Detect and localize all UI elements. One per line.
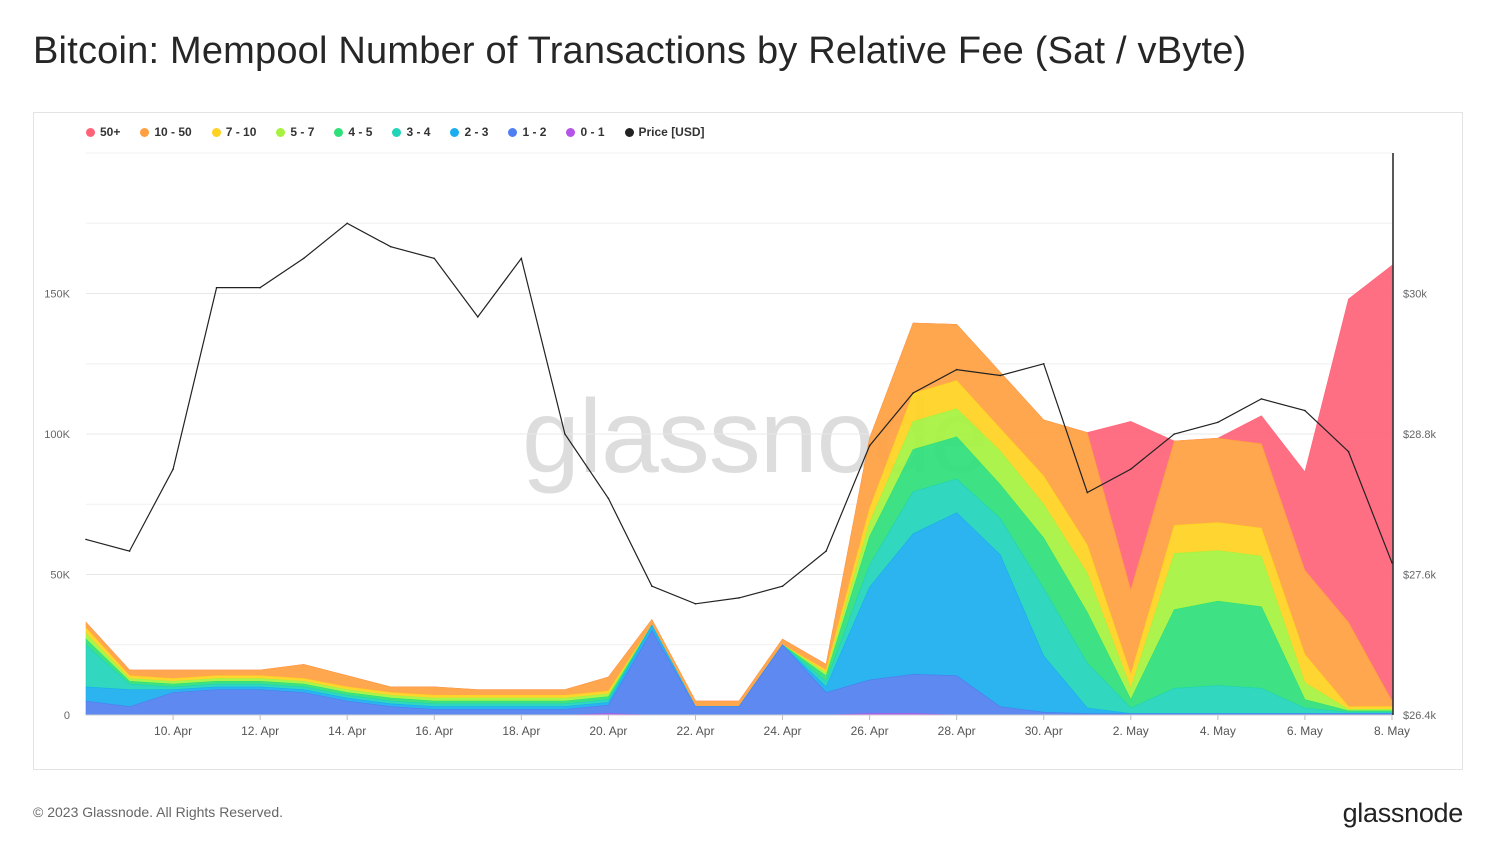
legend-dot <box>566 127 576 137</box>
x-tick-label: 16. Apr <box>415 724 453 738</box>
price-point <box>738 597 740 599</box>
x-tick-label: 12. Apr <box>241 724 279 738</box>
price-point <box>781 585 784 588</box>
price-point <box>868 444 871 447</box>
y-left-tick-label: 0 <box>64 710 70 722</box>
chart-frame <box>33 112 1463 770</box>
price-point <box>389 245 392 248</box>
legend-label: 2 - 3 <box>464 125 489 139</box>
price-point <box>1173 433 1176 435</box>
price-point <box>694 602 697 605</box>
price-point <box>999 374 1001 377</box>
legend-label: 0 - 1 <box>580 125 605 139</box>
price-point <box>564 433 566 435</box>
legend-item[interactable]: 50+ <box>86 125 120 139</box>
legend-label: 10 - 50 <box>154 125 192 139</box>
page-title: Bitcoin: Mempool Number of Transactions … <box>33 30 1247 72</box>
x-tick-label: 30. Apr <box>1025 724 1063 738</box>
legend-dot <box>211 127 221 137</box>
x-tick-label: 8. May <box>1374 724 1410 738</box>
price-point <box>1130 468 1132 470</box>
legend-item[interactable]: 0 - 1 <box>566 125 605 139</box>
legend-item[interactable]: 1 - 2 <box>508 125 546 139</box>
y-right-tick-label: $26.4k <box>1403 710 1437 722</box>
price-point <box>1304 409 1306 412</box>
price-point <box>128 550 131 552</box>
y-left-tick-label: 50K <box>50 570 70 582</box>
price-point <box>955 368 958 371</box>
price-point <box>1086 491 1089 494</box>
price-point <box>215 286 218 289</box>
price-point <box>433 257 436 260</box>
legend-label: 50+ <box>100 125 121 139</box>
price-point <box>912 392 914 394</box>
x-tick-label: 6. May <box>1287 724 1323 738</box>
x-tick-label: 2. May <box>1113 724 1149 738</box>
copyright-text: © 2023 Glassnode. All Rights Reserved. <box>33 804 284 820</box>
price-point <box>1217 421 1219 424</box>
y-left-tick-label: 150K <box>44 289 70 301</box>
legend-dot <box>86 127 95 137</box>
price-point <box>825 550 827 552</box>
price-point <box>259 286 261 289</box>
legend-label: Price [USD] <box>638 125 705 139</box>
legend-item[interactable]: 5 - 7 <box>276 125 314 139</box>
price-point <box>607 497 610 500</box>
price-point <box>651 585 653 588</box>
x-tick-label: 24. Apr <box>764 724 802 738</box>
y-right-tick-label: $30k <box>1403 289 1427 301</box>
legend-dot <box>508 127 518 137</box>
legend-dot <box>450 127 460 137</box>
glassnode-logo: glassnode <box>1342 798 1464 828</box>
y-left-tick-label: 100K <box>44 429 70 441</box>
price-point <box>1347 450 1350 453</box>
x-tick-label: 22. Apr <box>676 724 714 738</box>
x-tick-label: 18. Apr <box>502 724 540 738</box>
y-right-tick-label: $28.8k <box>1403 429 1437 441</box>
x-tick-label: 4. May <box>1200 724 1236 738</box>
x-tick-label: 28. Apr <box>938 724 976 738</box>
legend-dot <box>624 127 634 137</box>
price-point <box>346 222 349 225</box>
price-point <box>1260 398 1263 400</box>
legend-label: 7 - 10 <box>225 125 257 139</box>
chart-legend: 50+ 10 - 50 7 - 10 5 - 7 4 - 5 3 - 4 2 - 3 1 - … <box>86 124 725 140</box>
legend-dot <box>140 127 150 137</box>
legend-label: 4 - 5 <box>348 125 373 139</box>
legend-item[interactable]: 2 - 3 <box>450 125 488 139</box>
price-point <box>520 257 523 260</box>
legend-dot <box>392 127 402 137</box>
legend-item[interactable]: Price [USD] <box>624 125 705 139</box>
legend-item[interactable]: 4 - 5 <box>334 125 372 139</box>
price-point <box>172 468 174 470</box>
price-point <box>85 538 87 541</box>
x-tick-label: 20. Apr <box>589 724 627 738</box>
price-point <box>302 257 305 260</box>
price-point <box>477 316 479 318</box>
x-tick-label: 14. Apr <box>328 724 366 738</box>
legend-item[interactable]: 3 - 4 <box>392 125 430 139</box>
legend-label: 3 - 4 <box>406 125 431 139</box>
legend-item[interactable]: 10 - 50 <box>140 125 192 139</box>
legend-dot <box>276 127 286 137</box>
legend-label: 5 - 7 <box>290 125 315 139</box>
price-point <box>1042 362 1045 365</box>
y-right-tick-label: $27.6k <box>1403 570 1437 582</box>
legend-item[interactable]: 7 - 10 <box>211 125 257 139</box>
x-tick-label: 10. Apr <box>154 724 192 738</box>
legend-label: 1 - 2 <box>522 125 547 139</box>
legend-dot <box>334 127 344 137</box>
x-tick-label: 26. Apr <box>851 724 889 738</box>
